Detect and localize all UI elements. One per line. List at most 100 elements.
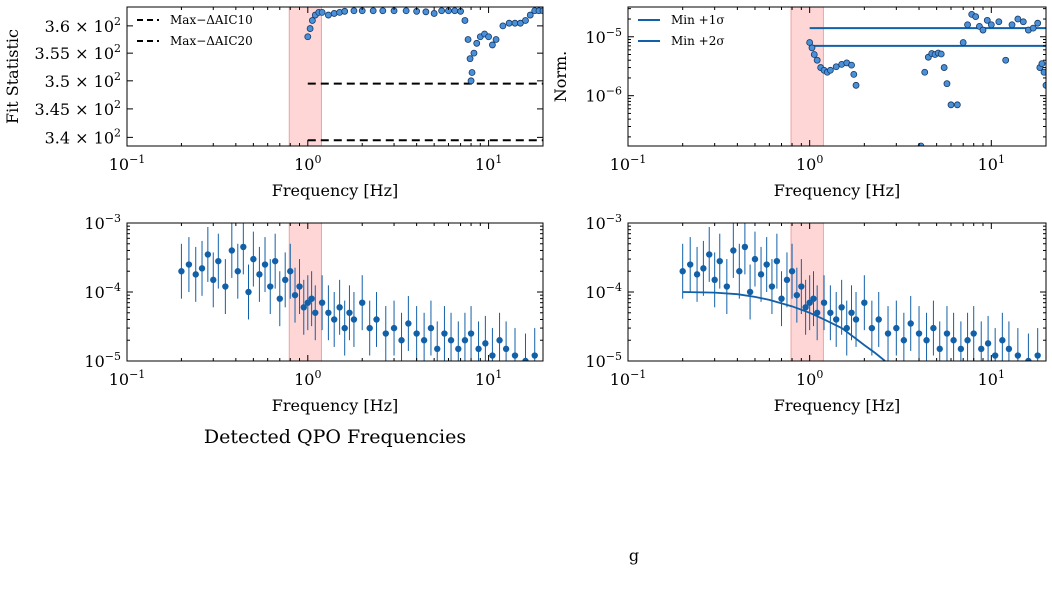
legend-label: Max−ΔAIC20	[170, 34, 253, 48]
data-point	[751, 255, 759, 263]
legend-label: Min +2σ	[671, 34, 725, 48]
data-point	[318, 8, 326, 16]
data-point	[1025, 357, 1032, 361]
data-point	[350, 7, 358, 15]
data-point	[276, 295, 283, 302]
data-point	[511, 352, 519, 359]
x-axis-label: Frequency [Hz]	[272, 396, 399, 415]
x-tick-label-part: 10	[610, 370, 630, 389]
y-tick-label-part: 2	[114, 42, 121, 55]
x-tick-label-part: 0	[816, 153, 823, 166]
data-point	[838, 304, 845, 311]
data-point	[915, 330, 923, 337]
x-tick-label: 100	[796, 153, 823, 174]
y-tick-label-part: −6	[606, 85, 622, 98]
data-point	[234, 268, 241, 275]
data-point	[937, 50, 945, 58]
data-point	[978, 345, 985, 353]
data-point	[341, 7, 349, 15]
y-tick-label-part: 3.5 × 10	[45, 72, 114, 91]
data-point	[318, 299, 326, 306]
data-point	[427, 324, 435, 332]
data-point	[505, 19, 513, 27]
data-point	[466, 55, 474, 63]
data-point	[826, 66, 834, 74]
plot-area-normalized	[790, 7, 1046, 146]
x-tick-label-part: −1	[129, 368, 145, 381]
data-point	[852, 81, 860, 89]
data-point	[768, 283, 776, 290]
data-point	[798, 283, 805, 290]
x-tick-label-part: 10	[610, 155, 630, 174]
data-point	[1034, 19, 1042, 27]
data-point	[810, 295, 817, 302]
y-tick-label-part: 2	[114, 98, 121, 111]
x-tick-label-part: 10	[294, 370, 314, 389]
data-point	[282, 276, 289, 284]
data-point	[489, 41, 496, 49]
data-point	[531, 352, 538, 359]
data-point	[373, 316, 380, 323]
x-tick-label: 10−1	[109, 368, 146, 389]
y-tick-label: 10−4	[84, 281, 121, 302]
data-point	[852, 316, 860, 323]
data-point	[382, 330, 389, 337]
data-point	[943, 330, 951, 337]
data-point	[240, 243, 247, 251]
x-tick-label-part: 1	[998, 368, 1005, 381]
data-point	[304, 33, 312, 41]
y-tick-label: 10−4	[585, 281, 622, 302]
data-point	[467, 77, 475, 85]
y-tick-label-part: 10	[84, 283, 104, 302]
data-point	[1029, 24, 1037, 32]
data-point	[999, 337, 1006, 344]
y-tick-label: 10−5	[585, 26, 622, 47]
x-axis-label: Frequency [Hz]	[272, 181, 399, 200]
highlight-band	[790, 7, 824, 146]
y-tick-label: 3.45 × 102	[34, 98, 121, 119]
data-point	[687, 261, 694, 268]
data-point	[806, 299, 813, 306]
data-point	[369, 7, 377, 15]
y-tick-label: 10−6	[585, 85, 622, 106]
data-point	[422, 8, 430, 16]
y-tick-label-part: −4	[606, 281, 622, 294]
x-tick-label: 100	[796, 368, 823, 389]
x-tick-label-part: 10	[475, 370, 495, 389]
data-point	[959, 39, 967, 46]
y-tick-label-part: −3	[606, 212, 622, 225]
x-tick-label-part: 0	[816, 368, 823, 381]
x-tick-label-part: 10	[294, 155, 314, 174]
data-point	[953, 101, 961, 109]
data-point	[923, 337, 930, 344]
data-point	[473, 39, 481, 47]
y-tick-label-part: 10	[585, 28, 605, 47]
data-point	[972, 13, 980, 20]
data-point	[215, 257, 222, 265]
x-tick-label-part: −1	[129, 153, 145, 166]
x-tick-label: 100	[294, 153, 321, 174]
data-point	[964, 337, 971, 344]
y-tick-label-part: 3.4 × 10	[45, 128, 114, 147]
data-point	[341, 324, 348, 332]
data-point	[716, 257, 723, 265]
data-point	[741, 243, 749, 251]
data-point	[402, 7, 410, 15]
data-point	[517, 19, 524, 27]
data-point	[808, 44, 816, 52]
y-tick-label-part: 10	[84, 352, 104, 371]
data-point	[267, 283, 274, 290]
stray-label: g	[629, 546, 639, 565]
data-point	[441, 330, 448, 337]
data-point	[723, 283, 731, 290]
data-point	[788, 268, 796, 275]
x-tick-label: 10−1	[610, 153, 647, 174]
data-point	[940, 64, 948, 71]
y-tick-label: 10−5	[84, 350, 121, 371]
data-point	[430, 10, 438, 17]
data-point	[793, 291, 801, 299]
data-point	[979, 26, 987, 34]
data-point	[496, 337, 503, 344]
data-point	[1034, 352, 1041, 359]
